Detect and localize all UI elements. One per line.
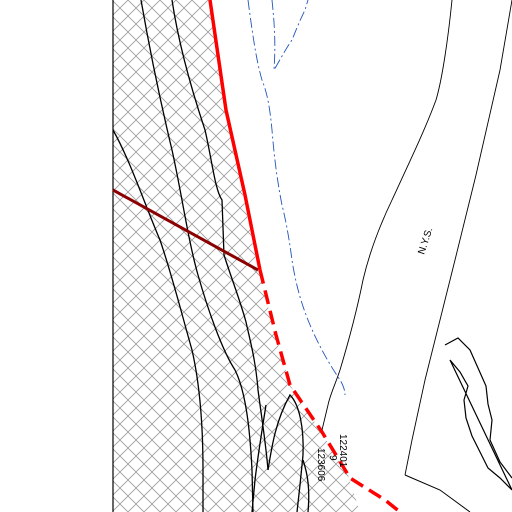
road-lines (321, 0, 512, 476)
road-edge-left (321, 0, 453, 431)
parcel-label-123606: 123606 (315, 448, 326, 482)
parcel-line (296, 454, 304, 512)
blue-waterline (247, 0, 346, 396)
parcel-line (251, 404, 267, 512)
road-edge-right (404, 0, 512, 476)
red-boundary-solid (208, 0, 262, 271)
parcel-line (267, 393, 304, 471)
red-boundary-dashed (258, 269, 402, 512)
dark-red-line (112, 188, 259, 272)
hatched-area (113, 0, 360, 512)
parcel-lines (112, 0, 310, 512)
road-name-label: N.Y.S. (416, 226, 435, 256)
parcel-line (404, 474, 471, 512)
parcel-line (112, 129, 204, 512)
parcel-label-122401: 122401 (337, 434, 348, 468)
parcel-label-9: 9 (327, 455, 338, 461)
parcel-line (140, 0, 254, 512)
parcel-line (171, 0, 269, 471)
parcel-line (302, 459, 310, 512)
island-outline (444, 337, 512, 491)
